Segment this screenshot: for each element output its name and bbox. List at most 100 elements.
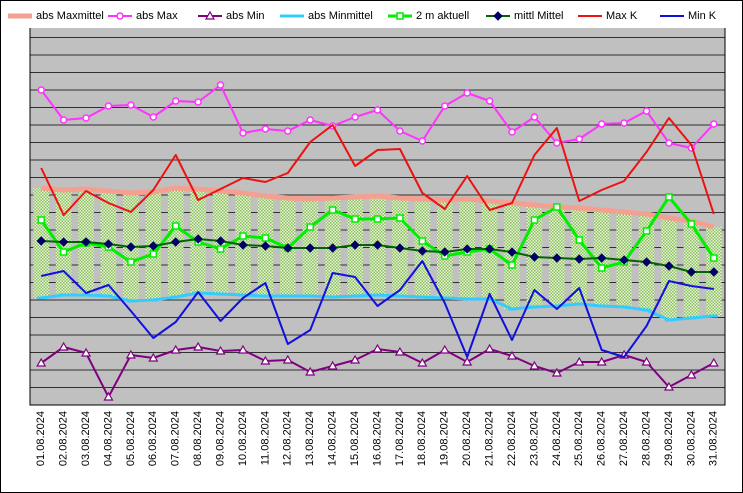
point-marker bbox=[710, 254, 718, 262]
point-marker bbox=[103, 391, 114, 401]
point-marker bbox=[553, 203, 561, 211]
point-marker bbox=[171, 97, 180, 105]
x-tick-label: 16.08.2024 bbox=[371, 411, 383, 466]
x-tick-label: 30.08.2024 bbox=[685, 411, 697, 466]
point-marker bbox=[396, 214, 404, 222]
point-marker bbox=[306, 223, 314, 231]
point-marker bbox=[506, 350, 518, 360]
point-marker bbox=[327, 360, 338, 370]
point-marker bbox=[485, 97, 494, 105]
point-marker bbox=[462, 356, 473, 366]
point-marker bbox=[663, 381, 674, 391]
point-marker bbox=[395, 243, 405, 253]
point-marker bbox=[81, 347, 92, 357]
x-tick-label: 09.08.2024 bbox=[214, 411, 226, 466]
point-marker bbox=[710, 120, 718, 128]
legend-marker bbox=[116, 12, 124, 20]
point-marker bbox=[665, 139, 673, 147]
point-marker bbox=[596, 356, 607, 366]
legend-label: abs Min bbox=[226, 10, 265, 22]
point-marker bbox=[283, 243, 293, 253]
point-marker bbox=[149, 113, 158, 121]
x-tick-label: 18.08.2024 bbox=[416, 411, 428, 466]
point-marker bbox=[507, 247, 517, 257]
point-marker bbox=[125, 349, 136, 359]
x-tick-label: 02.08.2024 bbox=[58, 411, 70, 466]
x-tick-label: 22.08.2024 bbox=[506, 411, 518, 466]
legend-marker bbox=[493, 11, 503, 21]
point-marker bbox=[305, 243, 315, 253]
point-marker bbox=[261, 125, 270, 133]
point-marker bbox=[216, 245, 225, 253]
x-tick-label: 04.08.2024 bbox=[102, 411, 114, 466]
legend-label: Min K bbox=[688, 10, 717, 22]
legend-label: 2 m aktuell bbox=[416, 10, 469, 22]
point-marker bbox=[351, 113, 359, 121]
point-marker bbox=[394, 346, 405, 356]
legend-label: mittl Mittel bbox=[514, 10, 564, 22]
point-marker bbox=[575, 135, 584, 143]
point-marker bbox=[597, 264, 606, 272]
legend-label: abs Minmittel bbox=[308, 10, 373, 22]
point-marker bbox=[328, 206, 337, 214]
legend-marker bbox=[204, 10, 216, 20]
x-tick-label: 12.08.2024 bbox=[282, 411, 294, 466]
point-marker bbox=[215, 236, 226, 246]
point-marker bbox=[530, 216, 539, 224]
point-marker bbox=[350, 240, 360, 250]
point-marker bbox=[417, 246, 428, 256]
series-line bbox=[40, 185, 715, 230]
point-marker bbox=[239, 129, 247, 137]
point-marker bbox=[686, 267, 697, 277]
point-marker bbox=[260, 355, 271, 365]
point-marker bbox=[36, 357, 47, 367]
series-line bbox=[40, 260, 714, 358]
point-marker bbox=[193, 341, 204, 351]
point-marker bbox=[127, 101, 135, 109]
point-marker bbox=[37, 216, 45, 224]
x-tick-label: 05.08.2024 bbox=[125, 411, 137, 466]
point-marker bbox=[686, 369, 697, 379]
point-marker bbox=[81, 237, 91, 247]
point-marker bbox=[508, 128, 516, 136]
x-tick-label: 15.08.2024 bbox=[349, 411, 361, 466]
point-marker bbox=[619, 255, 629, 265]
point-marker bbox=[553, 139, 561, 147]
point-marker bbox=[529, 252, 540, 262]
x-tick-label: 11.08.2024 bbox=[259, 411, 271, 465]
point-marker bbox=[574, 254, 584, 264]
point-marker bbox=[418, 237, 427, 245]
point-marker bbox=[417, 357, 428, 367]
point-marker bbox=[372, 240, 383, 250]
x-tick-label: 06.08.2024 bbox=[147, 411, 159, 466]
point-marker bbox=[642, 107, 651, 115]
point-marker bbox=[260, 241, 271, 251]
point-marker bbox=[351, 215, 359, 223]
point-marker bbox=[641, 356, 652, 366]
x-tick-label: 17.08.2024 bbox=[394, 411, 406, 466]
point-marker bbox=[103, 239, 114, 249]
point-marker bbox=[216, 81, 225, 89]
point-marker bbox=[215, 345, 226, 355]
point-marker bbox=[58, 237, 69, 247]
x-tick-label: 13.08.2024 bbox=[304, 411, 316, 466]
point-marker bbox=[641, 257, 652, 267]
point-marker bbox=[529, 360, 540, 370]
point-marker bbox=[104, 102, 113, 110]
point-marker bbox=[171, 237, 181, 247]
x-tick-label: 21.08.2024 bbox=[484, 411, 496, 466]
point-marker bbox=[530, 113, 539, 121]
point-marker bbox=[620, 119, 628, 127]
point-marker bbox=[462, 244, 472, 254]
legend-label: Max K bbox=[606, 10, 638, 22]
x-tick-label: 31.08.2024 bbox=[708, 411, 720, 466]
point-marker bbox=[261, 234, 270, 242]
point-marker bbox=[194, 98, 202, 106]
point-marker bbox=[82, 114, 90, 122]
point-marker bbox=[36, 236, 46, 246]
point-marker bbox=[664, 261, 674, 271]
point-marker bbox=[484, 343, 495, 353]
point-marker bbox=[708, 357, 719, 367]
point-marker bbox=[373, 106, 382, 114]
